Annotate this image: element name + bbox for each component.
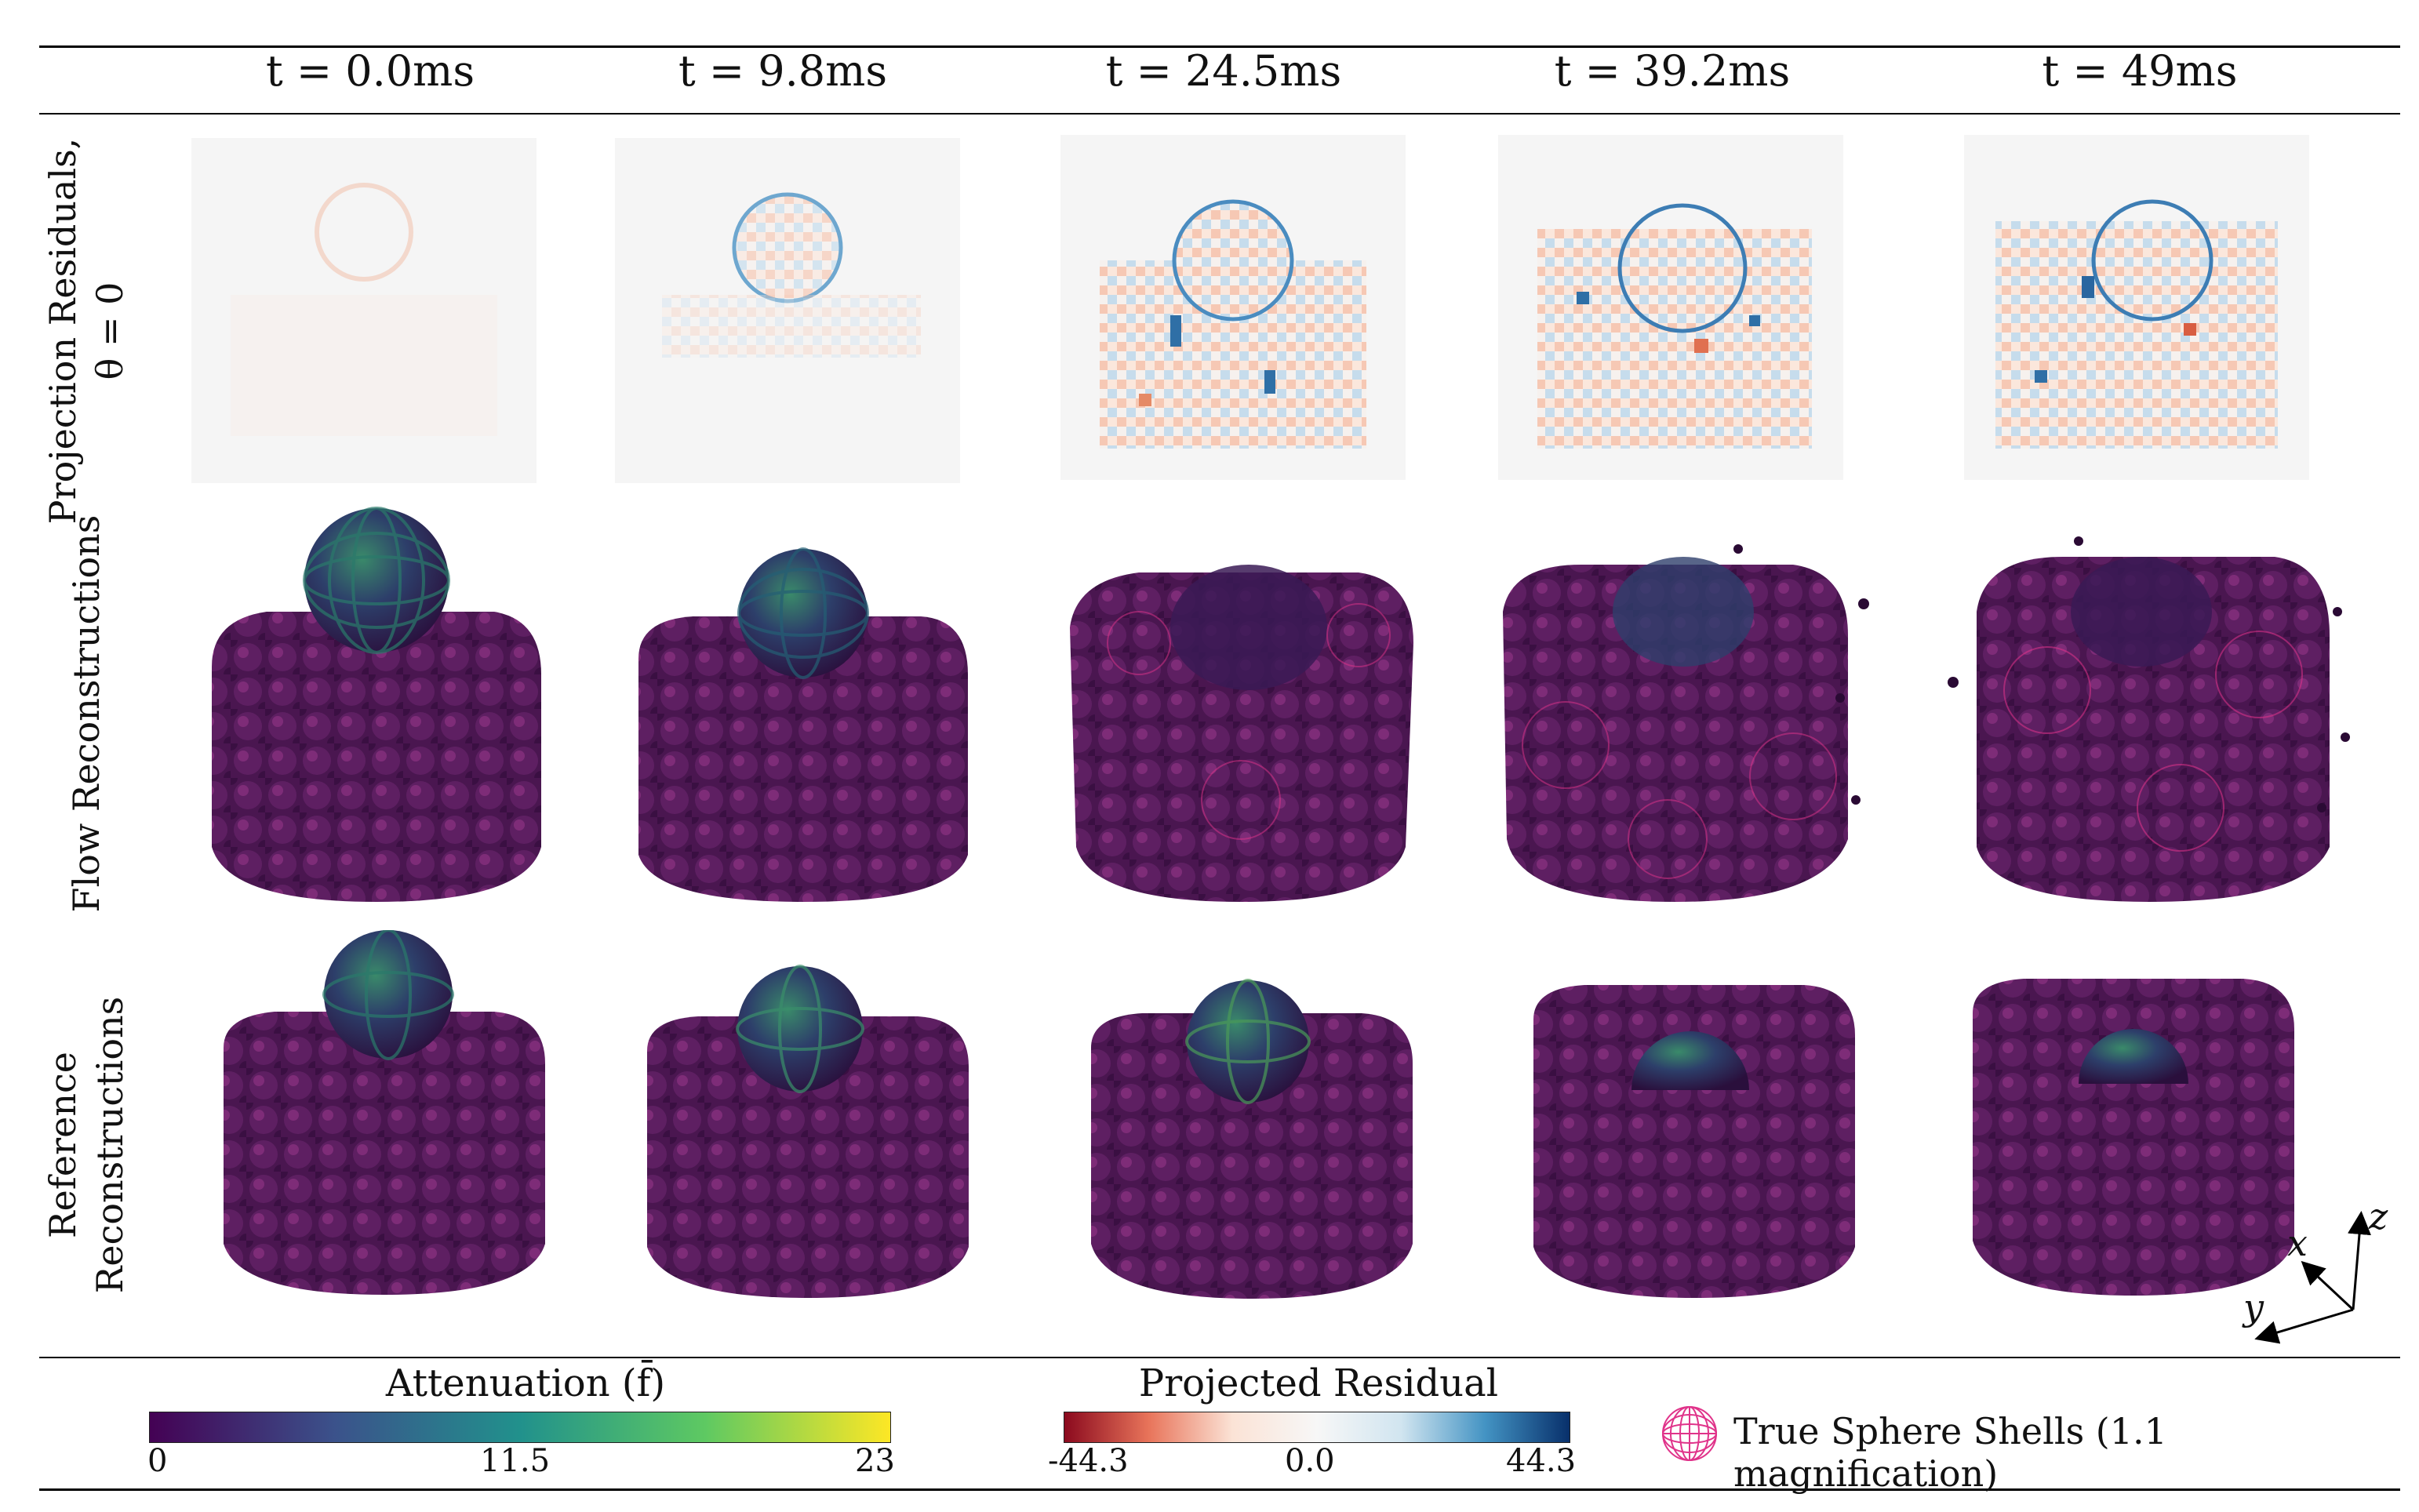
reference-reconstruction-1 [635, 965, 980, 1302]
reference-reconstruction-3 [1522, 972, 1867, 1302]
residual-max-tick: 44.3 [1506, 1443, 1577, 1479]
reference-reconstruction-2 [1079, 977, 1424, 1302]
residual-tile-4 [1964, 135, 2309, 480]
legend-top-rule [39, 1357, 2400, 1358]
bottom-rule [39, 1488, 2400, 1491]
residual-tile-3 [1498, 135, 1843, 480]
axis-x-label: x [2287, 1222, 2308, 1264]
residual-tile-2 [1060, 135, 1406, 480]
axis-y-label: y [2243, 1286, 2264, 1328]
flow-reconstruction-1 [623, 541, 984, 910]
row-label-flow: Flow Reconstructions [65, 514, 107, 913]
residual-colorbar [1064, 1412, 1570, 1443]
column-header-0: t = 0.0ms [265, 46, 475, 96]
flow-reconstruction-4 [1945, 533, 2353, 910]
residual-tile-0 [191, 138, 537, 483]
axis-triad: z x y [2243, 1195, 2400, 1349]
reference-reconstruction-4 [1961, 966, 2306, 1302]
legend-label: True Sphere Shells (1.1 magnification) [1733, 1410, 2167, 1495]
residual-colorbar-title: Projected Residual [1138, 1361, 1499, 1405]
flow-reconstruction-0 [196, 502, 557, 910]
header-rule [39, 113, 2400, 114]
column-header-4: t = 49ms [2042, 46, 2238, 96]
row-label-residuals: Projection Residuals, θ = 0 [42, 137, 131, 525]
row-label-reference: Reference Reconstructions [42, 996, 131, 1294]
column-header-2: t = 24.5ms [1105, 46, 1342, 96]
attenuation-colorbar [149, 1412, 891, 1443]
attenuation-max-tick: 23 [855, 1443, 895, 1479]
residual-tile-1 [615, 138, 960, 483]
attenuation-mid-tick: 11.5 [480, 1443, 551, 1479]
flow-reconstruction-3 [1495, 541, 1872, 910]
residual-min-tick: -44.3 [1048, 1443, 1129, 1479]
column-header-3: t = 39.2ms [1554, 46, 1791, 96]
wireframe-sphere-icon [1660, 1404, 1719, 1463]
residual-mid-tick: 0.0 [1285, 1443, 1335, 1479]
column-header-1: t = 9.8ms [678, 46, 888, 96]
reference-reconstruction-0 [212, 930, 557, 1299]
attenuation-min-tick: 0 [147, 1443, 168, 1479]
flow-reconstruction-2 [1060, 549, 1421, 910]
top-rule [39, 45, 2400, 48]
axis-z-label: z [2369, 1195, 2388, 1238]
attenuation-colorbar-title: Attenuation (f̄) [385, 1361, 666, 1405]
